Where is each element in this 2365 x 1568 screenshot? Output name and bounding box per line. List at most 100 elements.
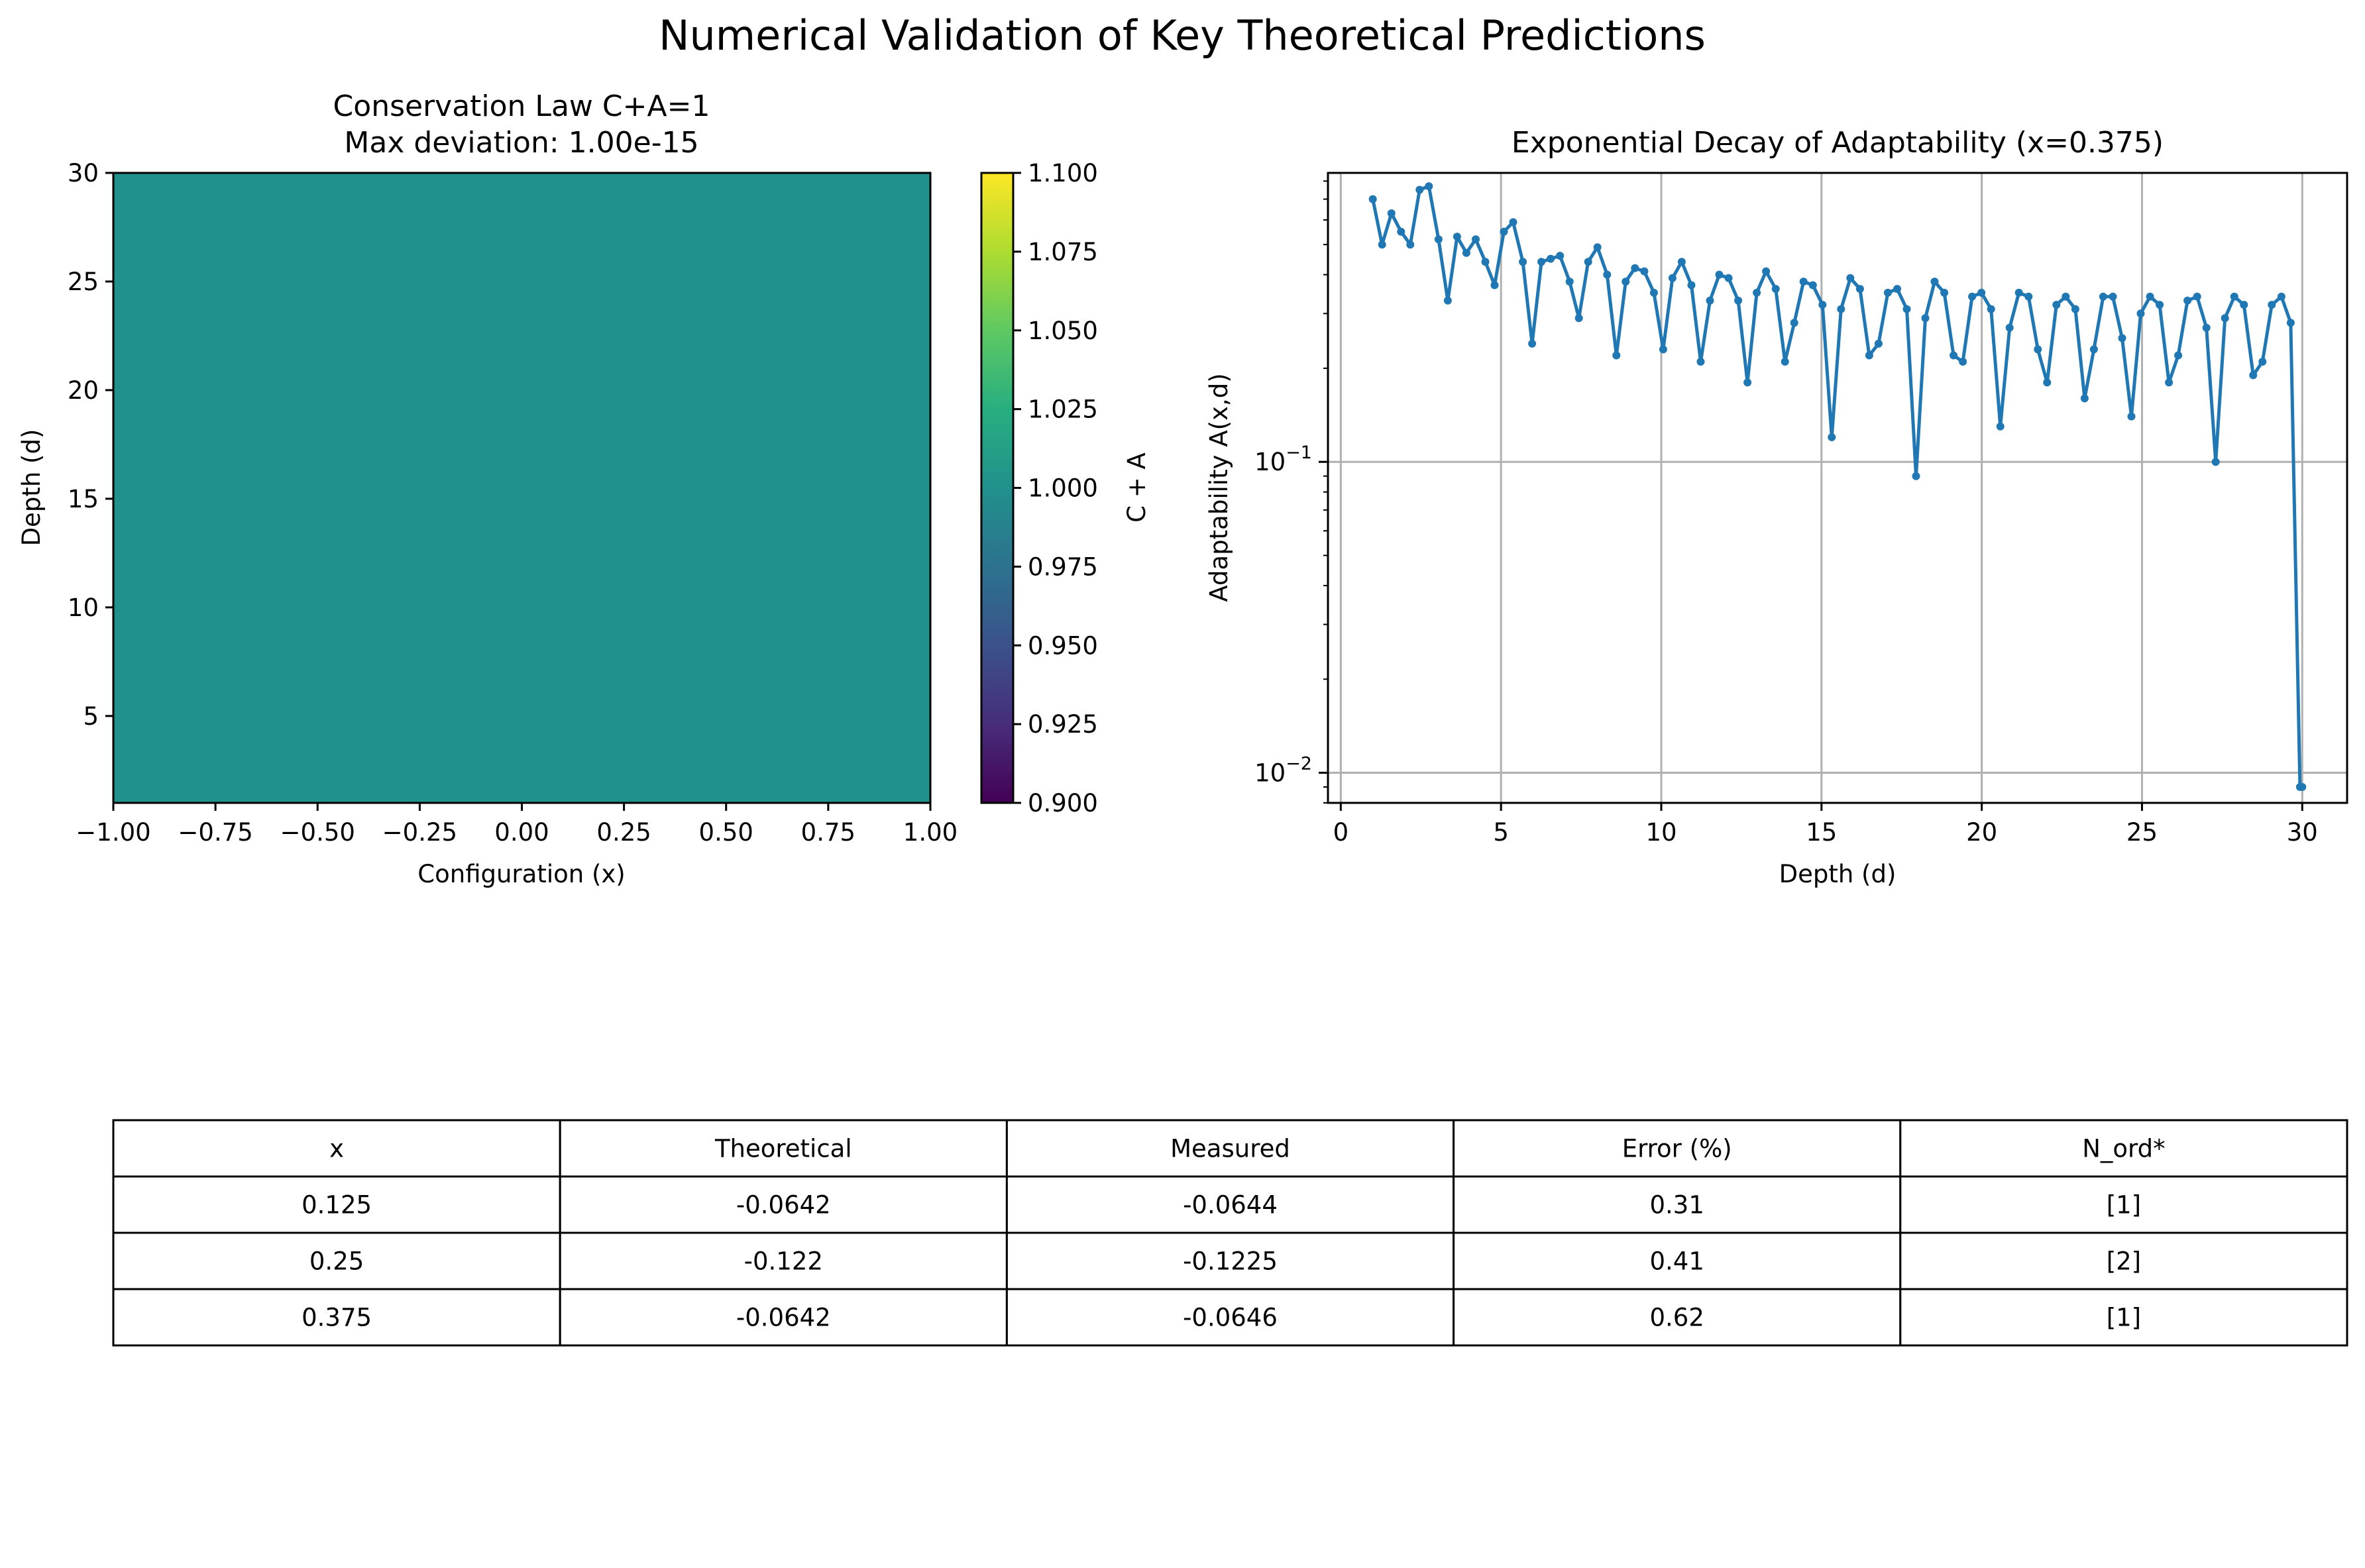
heatmap-xtick-label: 1.00 <box>903 818 958 847</box>
data-point <box>1818 301 1827 309</box>
data-point <box>2298 783 2307 791</box>
data-point <box>1687 281 1696 289</box>
line-chart-xtick-label: 25 <box>2126 818 2158 847</box>
table-cell-value: 0.31 <box>1650 1191 1704 1220</box>
table-header-label: x <box>329 1135 344 1163</box>
colorbar-tick-label: 0.925 <box>1028 710 1098 739</box>
line-chart-ytick-label: 10−2 <box>1254 754 1312 788</box>
heatmap-fill <box>113 173 930 803</box>
data-point <box>1734 296 1743 305</box>
data-point <box>2183 296 2192 305</box>
data-point <box>2249 371 2258 380</box>
colorbar-gradient <box>980 172 1015 804</box>
table-cell <box>559 1175 1008 1234</box>
data-point <box>1603 270 1612 279</box>
data-point <box>2024 292 2033 301</box>
data-point <box>1902 305 1911 313</box>
heatmap-xtick-label: 0.25 <box>596 818 651 847</box>
colorbar-tick-label: 0.900 <box>1028 789 1098 817</box>
line-chart: Exponential Decay of Adaptability (x=0.3… <box>1205 126 2348 888</box>
data-point <box>1453 233 1461 241</box>
data-point <box>2211 458 2220 466</box>
data-point <box>2136 309 2145 318</box>
data-point <box>2099 292 2107 301</box>
data-point <box>1547 254 1555 263</box>
table-cell <box>1005 1119 1455 1178</box>
data-point <box>1640 267 1649 276</box>
table-cell-value: -0.0646 <box>1183 1304 1278 1332</box>
colorbar-tick-label: 0.975 <box>1028 552 1098 581</box>
data-point <box>1808 281 1817 289</box>
data-point <box>1912 472 1920 480</box>
table-cell-value: 0.25 <box>309 1247 364 1276</box>
table-cell <box>112 1119 561 1178</box>
data-point <box>1397 227 1405 236</box>
data-point <box>1490 281 1499 289</box>
table-cell-value: -0.0642 <box>736 1191 831 1220</box>
data-point <box>1622 278 1630 286</box>
data-point <box>1528 339 1537 348</box>
data-point <box>2118 334 2126 342</box>
data-point <box>1612 351 1621 360</box>
table-cell <box>559 1119 1008 1178</box>
line-chart-ylabel: Adaptability A(x,d) <box>1205 373 1233 601</box>
line-chart-xtick-label: 5 <box>1493 818 1509 847</box>
colorbar-tick-label: 1.025 <box>1028 395 1098 424</box>
table-row: 0.125 -0.0642 -0.0644 0.31 [1] <box>112 1175 2348 1234</box>
data-point <box>2109 292 2117 301</box>
data-point <box>1415 185 1424 194</box>
table-cell-value: [1] <box>2107 1304 2141 1332</box>
table-cell <box>559 1231 1008 1290</box>
table-cell-value: 0.41 <box>1650 1247 1704 1276</box>
heatmap-xtick-label: 0.50 <box>699 818 753 847</box>
table-cell-value: -0.0644 <box>1183 1191 1278 1220</box>
data-point <box>1837 305 1845 313</box>
data-point <box>1715 270 1724 279</box>
data-point <box>1883 288 1892 297</box>
data-point <box>1462 248 1470 257</box>
table-cell <box>1005 1231 1455 1290</box>
table-header-label: Error (%) <box>1622 1135 1732 1163</box>
data-point <box>1865 351 1873 360</box>
data-point <box>2240 301 2248 309</box>
table-cell <box>1005 1175 1455 1234</box>
table-cell-value: -0.122 <box>744 1247 823 1276</box>
data-point <box>2014 288 2023 297</box>
heatmap-xlabel: Configuration (x) <box>417 860 625 888</box>
table-cell-value: [1] <box>2107 1191 2141 1220</box>
heatmap-xtick-label: −0.50 <box>280 818 355 847</box>
data-point <box>1537 258 1546 266</box>
heatmap-ytick-label: 30 <box>68 159 99 187</box>
data-point <box>2221 314 2229 323</box>
line-chart-ytick-label: 10−1 <box>1254 443 1312 476</box>
colorbar-tick-label: 1.100 <box>1028 159 1098 187</box>
data-point <box>1425 182 1433 191</box>
data-point <box>1799 278 1808 286</box>
line-chart-xtick-label: 15 <box>1806 818 1837 847</box>
data-point <box>1874 339 1883 348</box>
data-point <box>1434 235 1443 244</box>
data-point <box>1950 351 1958 360</box>
table-header-label: N_ord* <box>2082 1135 2165 1163</box>
line-chart-xtick-label: 10 <box>1645 818 1677 847</box>
data-point <box>1930 278 1939 286</box>
data-point <box>1743 378 1752 387</box>
heatmap-ytick-label: 25 <box>68 268 99 296</box>
data-point <box>1790 319 1798 327</box>
colorbar-tick-label: 1.050 <box>1028 317 1098 345</box>
table-cell <box>559 1288 1008 1347</box>
data-point <box>1500 227 1508 236</box>
data-point <box>2230 292 2238 301</box>
data-point <box>1724 274 1733 282</box>
data-point <box>1706 296 1714 305</box>
heatmap-ytick-label: 10 <box>68 594 99 622</box>
table-cell-value: -0.1225 <box>1183 1247 1278 1276</box>
data-point <box>1509 218 1517 227</box>
data-point <box>1987 305 1995 313</box>
table-cell-value: -0.0642 <box>736 1304 831 1332</box>
data-point <box>2156 301 2164 309</box>
heatmap-xtick-label: −1.00 <box>76 818 150 847</box>
data-point <box>1977 288 1986 297</box>
heatmap-title-line2: Max deviation: 1.00e-15 <box>344 126 698 160</box>
colorbar-tick-label: 0.950 <box>1028 631 1098 660</box>
